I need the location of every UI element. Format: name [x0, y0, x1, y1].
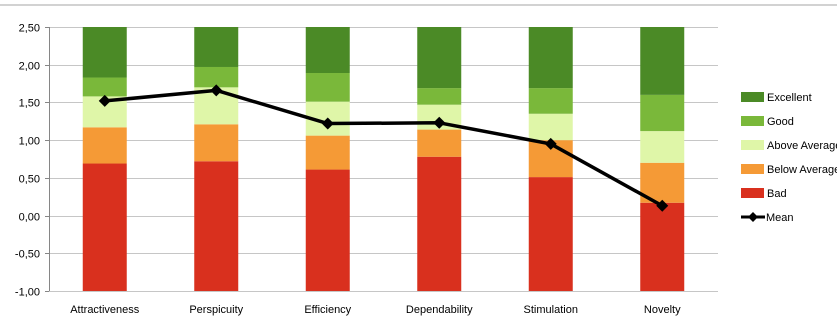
legend-swatch-below-average — [741, 164, 764, 174]
legend-layer: Excellent Good Above Average Below Average B… — [741, 92, 837, 224]
bar-segment-below-average — [82, 127, 127, 164]
bar-segment-good — [528, 88, 573, 114]
bar-segment-bad — [82, 163, 127, 291]
y-tick-label: 1,50 — [19, 98, 40, 110]
bar-segment-excellent — [194, 27, 239, 67]
bar-segment-bad — [305, 169, 350, 291]
legend-swatch-above-average — [741, 140, 764, 150]
legend-swatch-good — [741, 116, 764, 126]
mean-point — [321, 117, 334, 130]
bar-segment-below-average — [194, 124, 239, 162]
bar-segment-good — [194, 66, 239, 88]
mean-point — [433, 116, 446, 129]
legend-label: Bad — [767, 188, 787, 200]
legend-label: Good — [767, 116, 794, 128]
bar-segment-bad — [194, 161, 239, 291]
bar-segment-good — [82, 77, 127, 97]
x-tick-label: Novelty — [644, 304, 681, 316]
mean-point — [210, 84, 223, 97]
legend-label: Below Average — [767, 164, 837, 176]
bar-segment-below-average — [417, 129, 462, 157]
grid-layer — [0, 4, 837, 292]
mean-point — [98, 94, 111, 107]
bar-segment-above-average — [528, 113, 573, 141]
y-tick-label: 0,00 — [19, 212, 40, 224]
bar-segment-excellent — [528, 27, 573, 89]
bar-segment-excellent — [305, 27, 350, 74]
legend-marker-mean — [748, 212, 758, 222]
x-tick-label: Stimulation — [524, 304, 578, 316]
legend-label: Mean — [766, 212, 794, 224]
legend-label: Excellent — [767, 92, 812, 104]
x-tick-label: Efficiency — [304, 304, 351, 316]
y-tick-label: -1,00 — [15, 287, 40, 299]
y-tick-label: 1,00 — [19, 136, 40, 148]
bar-segment-bad — [528, 177, 573, 291]
bar-layer — [82, 27, 685, 291]
bar-segment-good — [305, 73, 350, 102]
x-tick-label: Attractiveness — [70, 304, 140, 316]
legend-swatch-bad — [741, 188, 764, 198]
mean-layer — [98, 84, 669, 212]
mean-point — [656, 199, 669, 212]
bar-segment-excellent — [640, 27, 685, 95]
y-tick-label: 2,50 — [19, 23, 40, 35]
x-tick-label: Perspicuity — [189, 304, 243, 316]
y-tick-label: 0,50 — [19, 174, 40, 186]
y-tick-label: -0,50 — [15, 249, 40, 261]
axis-layer: -1,00 -0,50 0,00 0,50 1,00 1,50 2,00 2,50 Attrac… — [15, 23, 681, 317]
mean-point — [544, 137, 557, 150]
legend-swatch-excellent — [741, 92, 764, 102]
bar-segment-below-average — [305, 135, 350, 170]
mean-line — [104, 88, 664, 208]
bar-segment-above-average — [640, 131, 685, 163]
bar-segment-good — [640, 94, 685, 132]
bar-segment-excellent — [417, 27, 462, 89]
y-tick-label: 2,00 — [19, 61, 40, 73]
bar-segment-excellent — [82, 27, 127, 78]
bar-segment-bad — [417, 156, 462, 291]
bar-segment-good — [417, 88, 462, 105]
bar-segment-bad — [640, 202, 685, 291]
legend-label: Above Average — [767, 140, 837, 152]
x-tick-label: Dependability — [406, 304, 473, 316]
